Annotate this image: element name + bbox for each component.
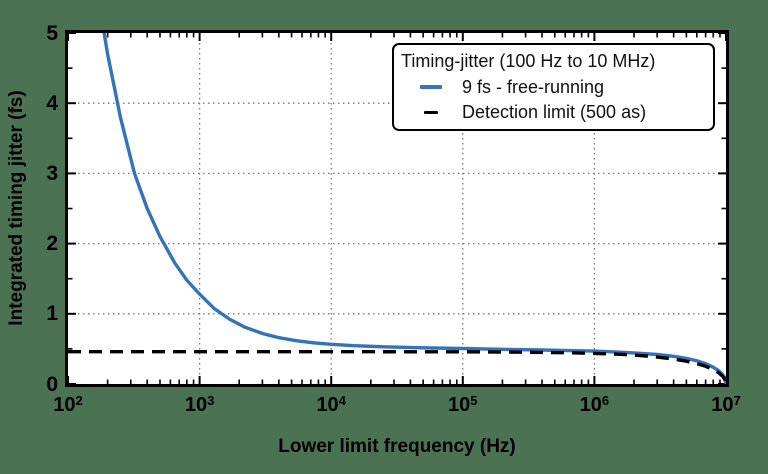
legend-title: Timing-jitter (100 Hz to 10 MHz) [401,51,656,71]
chart-canvas [68,33,726,384]
y-tick-label-2: 2 [46,232,58,256]
series-dashed [68,350,726,384]
x-tick-label-10e5: 105 [448,393,478,416]
black-dash-sample-icon [424,110,438,115]
legend-entry-label: Detection limit (500 as) [462,102,647,122]
series-solid [102,33,726,384]
x-tick-label-10e2: 102 [53,393,83,416]
y-tick-label-1: 1 [46,302,58,326]
x-tick-label-10e3: 103 [184,393,215,416]
legend-entry-label: 9 fs - free-running [462,76,605,97]
x-tick-label-10e6: 106 [579,393,610,416]
x-tick-label-10e4: 104 [316,393,346,416]
y-tick-label-0: 0 [46,372,58,396]
y-tick-label-5: 5 [46,21,58,45]
x-axis-label: Lower limit frequency (Hz) [278,436,516,457]
y-tick-label-3: 3 [46,161,58,185]
legend-entry-detection-limit: Detection limit (500 as) [401,100,707,125]
x-tick-label-10e7: 107 [711,393,741,416]
blue-line-sample-icon [420,85,442,89]
legend-handle [420,85,442,89]
y-axis-label: Integrated timing jitter (fs) [6,90,27,326]
legend-entry-free-running: 9 fs - free-running [401,75,707,100]
legend-box: Timing-jitter (100 Hz to 10 MHz) 9 fs - … [392,43,715,131]
legend-handle [420,110,442,115]
y-tick-label-4: 4 [46,91,58,115]
